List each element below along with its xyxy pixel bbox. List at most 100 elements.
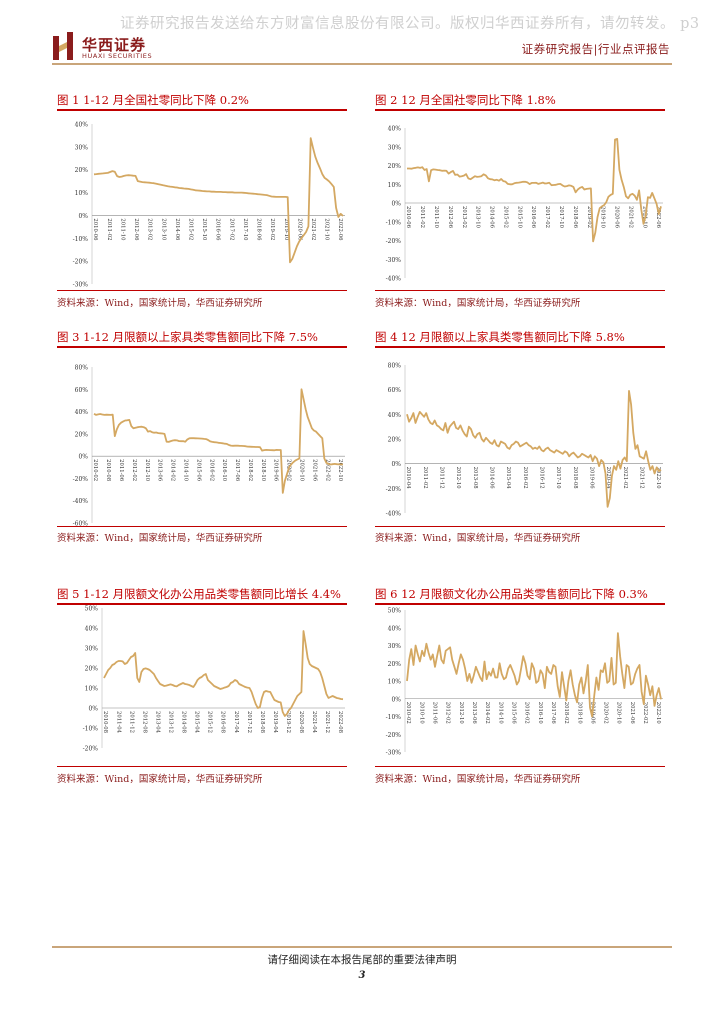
x-tick-label: 2016-02 <box>524 702 530 724</box>
x-tick-label: 2015-12 <box>207 711 213 733</box>
x-tick-label: 2021-02 <box>622 467 628 489</box>
x-tick-label: 2015-10 <box>201 218 207 241</box>
x-tick-label: 2014-02 <box>170 459 176 481</box>
y-tick-label: 20% <box>85 666 99 673</box>
fig6-title: 图 6 12 月限额文化办公用品类零售额同比下降 0.3% <box>375 587 648 601</box>
logo-mark-icon <box>53 32 73 60</box>
y-tick-label: -40% <box>73 498 89 505</box>
x-tick-label: 2010-02 <box>405 702 411 724</box>
x-tick-label: 2012-02 <box>131 459 137 481</box>
series-line <box>93 137 344 264</box>
fig6-chart: 50% 40% 30% 20% 10% 0% -10% -20% -30% 2010-02 2010… <box>386 608 663 757</box>
y-tick-label: 0% <box>391 461 401 468</box>
y-tick-label: 20% <box>75 431 89 438</box>
x-tick-label: 2016-02 <box>522 467 528 489</box>
x-tick-label: 2013-06 <box>471 702 477 725</box>
x-tick-label: 2020-06 <box>296 218 302 241</box>
x-tick-label: 2012-08 <box>141 711 147 734</box>
x-tick-label: 2021-06 <box>629 702 635 725</box>
x-tick-label: 2021-02 <box>627 206 633 228</box>
y-tick-label: -40% <box>386 511 402 518</box>
y-tick-label: 30% <box>75 144 89 151</box>
x-tick-label: 2011-10 <box>433 206 439 229</box>
y-tick-label: -20% <box>386 486 402 493</box>
x-tick-label: 2018-02 <box>563 702 569 724</box>
x-tick-label: 2012-10 <box>455 467 461 490</box>
x-tick-label: 2011-12 <box>439 467 445 489</box>
y-tick-label: 20% <box>75 167 89 174</box>
y-tick-label: 10% <box>85 686 99 693</box>
footer-rule <box>52 946 672 948</box>
x-tick-label: 2020-02 <box>603 702 609 724</box>
x-tick-label: 2022-10 <box>337 459 343 482</box>
y-tick-label: -30% <box>386 257 402 264</box>
y-tick-label: 40% <box>75 409 89 416</box>
x-tick-label: 2011-10 <box>119 218 125 241</box>
legal-disclaimer: 请仔细阅读在本报告尾部的重要法律声明 <box>267 954 457 966</box>
x-tick-label: 2014-08 <box>181 711 187 734</box>
watermark: 证券研究报告发送给东方财富信息股份有限公司。版权归华西证券所有，请勿转发。 p3 <box>120 16 700 32</box>
y-tick-label: -30% <box>386 750 402 757</box>
y-tick-label: -10% <box>73 236 89 243</box>
fig1-panel: 图 1 1-12 月全国社零同比下降 0.2% 40% 30% 20% 10% 0% -10… <box>57 92 347 309</box>
fig4-chart: 80% 60% 40% 20% 0% -20% -40% 2010-04 2011-02 2011… <box>386 363 663 518</box>
fig1-source: 资料来源：Wind，国家统计局，华西证券研究所 <box>57 298 263 309</box>
x-tick-label: 2018-08 <box>259 711 265 734</box>
x-tick-label: 2017-10 <box>558 206 564 229</box>
x-tick-label: 2014-10 <box>182 459 188 482</box>
x-tick-label: 2011-02 <box>422 467 428 489</box>
y-tick-label: 0% <box>78 454 88 461</box>
y-tick-label: -20% <box>386 238 402 245</box>
y-tick-label: 0% <box>78 213 88 220</box>
x-tick-label: 2010-02 <box>92 459 98 481</box>
x-tick-label: 2016-06 <box>215 218 221 241</box>
x-tick-label: 2013-12 <box>167 711 173 733</box>
x-tick-label: 2014-10 <box>497 702 503 725</box>
y-tick-label: -10% <box>386 714 402 721</box>
fig4-bottom-rule <box>375 526 665 527</box>
x-tick-label: 2021-12 <box>639 467 645 489</box>
fig5-source: 资料来源：Wind，国家统计局，华西证券研究所 <box>57 774 263 785</box>
y-tick-label: 20% <box>388 437 402 444</box>
x-tick-label: 2020-04 <box>605 467 611 490</box>
x-tick-label: 2017-12 <box>246 711 252 733</box>
y-tick-label: -20% <box>83 746 99 753</box>
x-tick-label: 2018-06 <box>572 206 578 229</box>
x-tick-label: 2013-02 <box>461 206 467 228</box>
y-tick-label: 40% <box>388 126 402 133</box>
x-tick-label: 2015-02 <box>502 206 508 228</box>
x-tick-label: 2011-04 <box>115 711 121 734</box>
x-tick-label: 2022-10 <box>655 702 661 725</box>
y-tick-label: 10% <box>388 182 402 189</box>
fig1-chart: 40% 30% 20% 10% 0% -10% -20% -30% 2010-06 2011-02… <box>73 122 345 289</box>
x-tick-label: 2016-12 <box>539 467 545 489</box>
x-tick-label: 2020-10 <box>299 459 305 482</box>
x-tick-label: 2020-10 <box>616 702 622 725</box>
x-tick-label: 2013-10 <box>160 218 166 241</box>
x-tick-label: 2013-02 <box>147 218 153 240</box>
fig4-title: 图 4 12 月限额以上家具类零售额同比下降 5.8% <box>375 330 625 344</box>
x-tick-label: 2021-06 <box>311 459 317 482</box>
fig3-chart: 80% 60% 40% 20% 0% -20% -40% -60% 2010-02 2010-08… <box>73 365 345 526</box>
y-tick-label: 60% <box>388 387 402 394</box>
y-tick-label: 10% <box>75 190 89 197</box>
y-tick-label: 0% <box>391 696 401 703</box>
series-line <box>406 390 662 508</box>
x-tick-label: 2019-10 <box>283 218 289 241</box>
x-tick-label: 2016-02 <box>208 459 214 481</box>
x-tick-label: 2016-06 <box>530 206 536 229</box>
x-tick-label: 2018-08 <box>572 467 578 490</box>
y-tick-label: -20% <box>73 476 89 483</box>
y-tick-label: 40% <box>85 626 99 633</box>
x-tick-label: 2019-04 <box>272 711 278 734</box>
y-tick-label: 40% <box>388 625 402 632</box>
fig2-bottom-rule <box>375 290 665 291</box>
x-tick-label: 2017-10 <box>555 467 561 490</box>
report-type: 证券研究报告|行业点评报告 <box>521 42 670 56</box>
x-tick-label: 2011-02 <box>106 218 112 240</box>
fig1-title: 图 1 1-12 月全国社零同比下降 0.2% <box>57 93 249 107</box>
x-tick-label: 2017-02 <box>544 206 550 228</box>
x-tick-label: 2020-08 <box>298 711 304 734</box>
series-line <box>406 632 662 718</box>
y-tick-label: 30% <box>388 643 402 650</box>
